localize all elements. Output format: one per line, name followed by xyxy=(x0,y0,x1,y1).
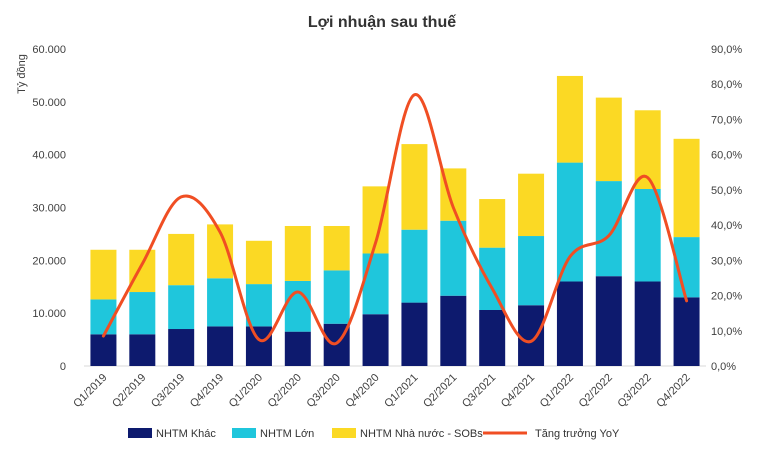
bar-segment-3 xyxy=(168,233,195,286)
bar-segment-2 xyxy=(518,236,545,306)
bar-segment-1 xyxy=(207,326,234,366)
bar-segment-1 xyxy=(90,334,117,366)
bar-segment-3 xyxy=(673,138,700,238)
bar-segment-3 xyxy=(90,249,117,300)
bar-segment-2 xyxy=(284,280,311,332)
y2-tick-label: 70,0% xyxy=(711,114,742,126)
y2-tick-label: 30,0% xyxy=(711,255,742,267)
bar-segment-2 xyxy=(556,162,583,282)
growth-line xyxy=(101,93,689,346)
bar-segment-2 xyxy=(479,247,506,310)
x-tick-label: Q4/2020 xyxy=(343,372,381,410)
bar-segment-1 xyxy=(634,281,661,366)
x-tick-label: Q2/2019 xyxy=(110,372,148,410)
y-tick-label: 30.000 xyxy=(32,203,66,215)
bar-segment-2 xyxy=(440,220,467,296)
legend-label: NHTM Lớn xyxy=(260,428,314,440)
bar-segment-2 xyxy=(595,181,622,277)
legend-label: NHTM Nhà nước - SOBs xyxy=(360,428,483,440)
bar-segment-3 xyxy=(479,199,506,248)
x-tick-label: Q3/2020 xyxy=(304,372,342,410)
y2-tick-label: 20,0% xyxy=(711,291,742,303)
bar-segment-1 xyxy=(129,334,156,366)
legend-swatch-2 xyxy=(232,428,256,438)
bar-segment-1 xyxy=(362,314,389,366)
y2-tick-label: 10,0% xyxy=(711,326,742,338)
x-tick-label: Q3/2022 xyxy=(615,372,653,410)
y-tick-label: 50.000 xyxy=(32,97,66,109)
y-tick-label: 10.000 xyxy=(32,308,66,320)
y-tick-label: 60.000 xyxy=(32,44,66,56)
x-tick-label: Q2/2020 xyxy=(266,372,304,410)
bar-segment-2 xyxy=(362,253,389,315)
x-tick-label: Q3/2021 xyxy=(460,372,498,410)
x-tick-label: Q1/2022 xyxy=(538,372,576,410)
y-tick-label: 0 xyxy=(60,361,66,373)
y-tick-label: 40.000 xyxy=(32,150,66,162)
chart-title: Lợi nhuận sau thuế xyxy=(308,14,456,31)
bar-segment-1 xyxy=(673,297,700,366)
bar-segment-3 xyxy=(595,97,622,182)
x-tick-label: Q4/2019 xyxy=(188,372,226,410)
bar-segment-1 xyxy=(245,326,272,366)
bar-segment-3 xyxy=(245,240,272,285)
bar-segment-1 xyxy=(595,276,622,366)
x-tick-label: Q3/2019 xyxy=(149,372,187,410)
bar-segment-2 xyxy=(634,189,661,282)
growth-line-layer xyxy=(101,93,689,346)
bar-segment-2 xyxy=(207,278,234,327)
bar-segment-3 xyxy=(284,225,311,281)
x-tick-label: Q1/2019 xyxy=(71,372,109,410)
bar-segment-3 xyxy=(129,249,156,293)
bar-segment-2 xyxy=(245,284,272,327)
y-axis-title: Tỷ đồng xyxy=(16,54,28,94)
bars xyxy=(90,75,700,366)
y2-tick-label: 90,0% xyxy=(711,44,742,56)
bar-segment-1 xyxy=(479,309,506,366)
bar-segment-1 xyxy=(440,295,467,366)
bar-segment-2 xyxy=(129,292,156,335)
y2-tick-label: 80,0% xyxy=(711,79,742,91)
bar-segment-3 xyxy=(556,75,583,163)
bar-segment-3 xyxy=(401,144,428,230)
y2-tick-label: 60,0% xyxy=(711,150,742,162)
bar-segment-1 xyxy=(518,305,545,366)
bar-segment-1 xyxy=(401,302,428,366)
bar-segment-3 xyxy=(323,225,350,271)
x-tick-label: Q4/2021 xyxy=(499,372,537,410)
legend-swatch-1 xyxy=(128,428,152,438)
x-tick-label: Q2/2022 xyxy=(577,372,615,410)
bar-segment-3 xyxy=(518,173,545,237)
legend-swatch-3 xyxy=(332,428,356,438)
legend-label: NHTM Khác xyxy=(156,428,216,440)
bar-segment-1 xyxy=(556,281,583,366)
bar-segment-1 xyxy=(284,331,311,366)
legend: NHTM Khác NHTM Lớn NHTM Nhà nước - SOBs Tăn… xyxy=(128,428,620,440)
x-tick-label: Q1/2020 xyxy=(227,372,265,410)
x-tick-label: Q4/2022 xyxy=(654,372,692,410)
y2-tick-label: 40,0% xyxy=(711,220,742,232)
y2-tick-label: 50,0% xyxy=(711,185,742,197)
bar-segment-2 xyxy=(323,270,350,324)
legend-label: Tăng trưởng YoY xyxy=(535,428,620,440)
x-tick-label: Q1/2021 xyxy=(382,372,420,410)
y-tick-label: 20.000 xyxy=(32,255,66,267)
bar-segment-2 xyxy=(401,229,428,303)
bar-segment-2 xyxy=(168,285,195,330)
x-tick-label: Q2/2021 xyxy=(421,372,459,410)
bar-segment-1 xyxy=(168,329,195,366)
y2-tick-label: 0,0% xyxy=(711,361,736,373)
